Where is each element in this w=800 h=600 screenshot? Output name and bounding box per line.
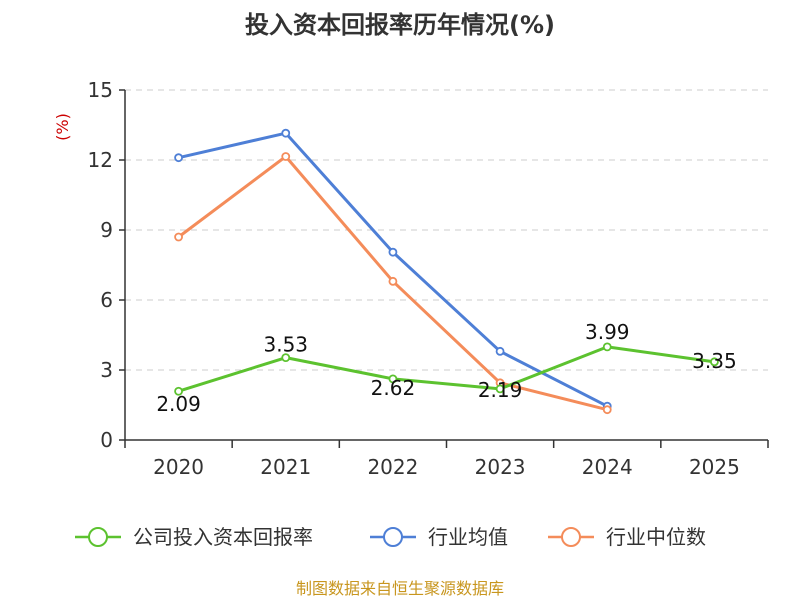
source-note: 制图数据来自恒生聚源数据库 <box>296 579 504 598</box>
legend-label: 行业中位数 <box>606 525 706 549</box>
x-tick-label: 2021 <box>260 455 311 479</box>
x-tick-label: 2022 <box>367 455 418 479</box>
data-point[interactable] <box>174 232 183 242</box>
grid <box>125 89 768 371</box>
y-tick-label: 15 <box>88 78 113 102</box>
data-label: 2.62 <box>371 376 416 400</box>
legend-label: 行业均值 <box>428 525 508 549</box>
data-point[interactable] <box>281 128 291 138</box>
y-tick-label: 9 <box>100 218 113 242</box>
data-label: 3.99 <box>585 320 630 344</box>
x-tick-label: 2024 <box>582 455 633 479</box>
data-point[interactable] <box>388 276 398 286</box>
data-point[interactable] <box>174 153 183 163</box>
data-labels: 2.09 3.53 2.62 2.19 3.99 3.35 <box>156 320 736 416</box>
data-point[interactable] <box>388 374 398 384</box>
y-tick-label: 0 <box>100 428 113 452</box>
data-point[interactable] <box>281 152 291 161</box>
data-label: 3.53 <box>263 333 308 357</box>
axes: 0 3 6 9 12 15 2020 2021 2022 2023 2024 2025 <box>88 78 769 479</box>
series-line <box>177 345 716 393</box>
legend-label: 公司投入资本回报率 <box>133 525 313 549</box>
y-tick-label: 12 <box>88 148 113 172</box>
series <box>174 128 719 415</box>
legend-item[interactable]: 行业中位数 <box>548 525 706 549</box>
legend[interactable]: 公司投入资本回报率 行业均值 行业中位数 <box>75 525 706 549</box>
x-tick-label: 2023 <box>475 455 526 479</box>
y-tick-label: 6 <box>100 288 113 312</box>
y-axis-label: (%) <box>53 113 72 141</box>
data-point[interactable] <box>495 384 505 394</box>
data-point[interactable] <box>495 346 505 356</box>
data-label: 2.19 <box>478 378 523 402</box>
legend-marker <box>561 527 581 547</box>
x-tick-label: 2025 <box>689 455 740 479</box>
data-label: 2.09 <box>156 392 201 416</box>
data-point[interactable] <box>602 405 612 415</box>
data-point[interactable] <box>281 353 291 363</box>
legend-marker <box>88 527 108 547</box>
data-label: 3.35 <box>692 349 737 373</box>
legend-item[interactable]: 公司投入资本回报率 <box>75 525 313 549</box>
legend-item[interactable]: 行业均值 <box>370 525 508 549</box>
series-line <box>177 131 609 408</box>
y-tick-label: 3 <box>100 358 113 382</box>
chart-title: 投入资本回报率历年情况(%) <box>245 11 555 39</box>
data-point[interactable] <box>388 247 398 257</box>
legend-marker <box>383 527 403 547</box>
data-point[interactable] <box>710 357 719 367</box>
x-tick-label: 2020 <box>153 455 204 479</box>
data-point[interactable] <box>602 342 612 352</box>
data-point[interactable] <box>174 386 183 396</box>
